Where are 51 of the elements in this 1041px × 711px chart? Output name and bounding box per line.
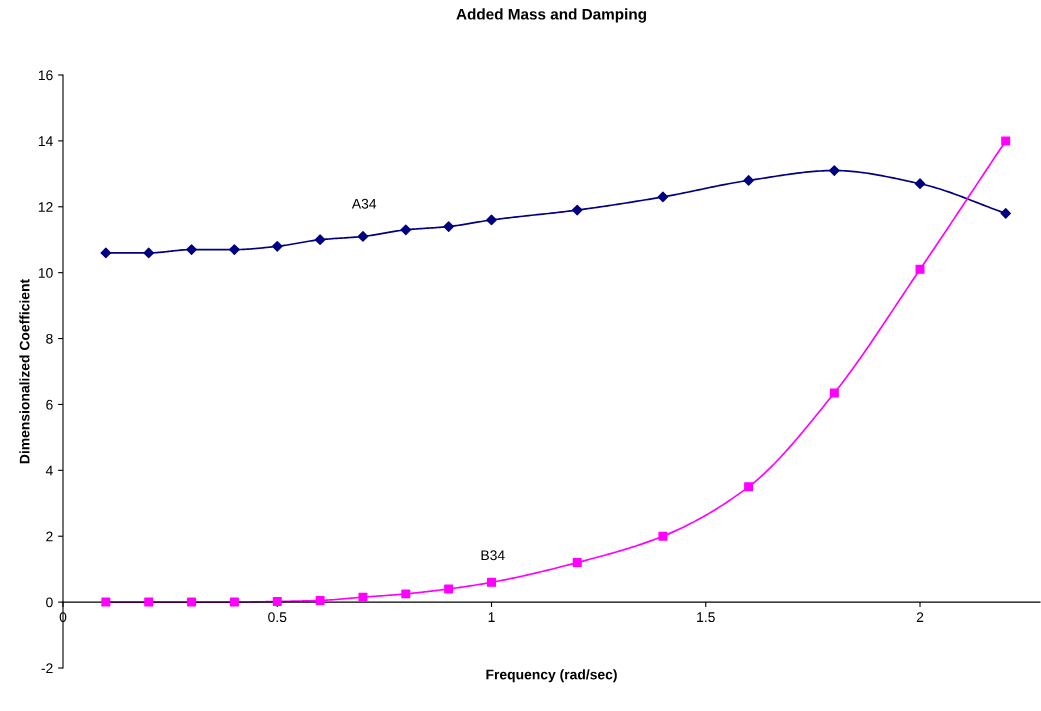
point — [443, 221, 454, 232]
point — [1000, 208, 1012, 219]
point — [444, 584, 454, 594]
point — [571, 204, 583, 216]
point — [143, 247, 155, 259]
point — [744, 482, 754, 492]
y-tick-label: 12 — [38, 202, 53, 212]
point — [658, 531, 668, 541]
y-tick-label: 4 — [45, 465, 53, 476]
y-tick-label: 6 — [46, 399, 53, 410]
x-tick-label: 0.5 — [268, 612, 287, 623]
point — [272, 596, 282, 606]
point — [357, 231, 369, 242]
point — [1001, 136, 1011, 146]
point — [144, 597, 154, 607]
y-axis-title: Dimensionalized Coefficient — [19, 279, 30, 464]
point — [486, 214, 497, 226]
point — [657, 191, 669, 203]
point — [315, 595, 325, 605]
point — [401, 589, 411, 599]
point — [400, 224, 412, 236]
x-tick-label: 1 — [488, 612, 495, 622]
point — [915, 264, 925, 274]
point — [743, 175, 754, 186]
y-tick-label: 8 — [46, 333, 53, 344]
y-tick-label: 2 — [46, 531, 53, 542]
x-axis-title: Frequency (rad/sec) — [486, 669, 617, 683]
point — [100, 247, 112, 259]
point — [187, 597, 197, 607]
y-tick-label: 16 — [38, 70, 53, 81]
y-tick-label: -2 — [41, 663, 53, 674]
point — [229, 597, 239, 607]
x-tick-label: 1.5 — [697, 612, 715, 623]
point — [314, 234, 326, 246]
y-tick-label: 10 — [38, 268, 53, 278]
y-tick-label: 0 — [46, 597, 53, 608]
point — [572, 558, 582, 568]
point — [229, 244, 240, 255]
point — [829, 165, 840, 176]
point — [914, 178, 926, 190]
point — [186, 244, 197, 255]
point — [358, 592, 368, 602]
point — [271, 241, 283, 252]
point — [829, 388, 839, 398]
series-label: A34 — [351, 198, 377, 209]
point — [101, 597, 111, 607]
chart-title: Added Mass and Damping — [456, 8, 646, 23]
x-tick-label: 2 — [916, 612, 924, 622]
series-label: B34 — [481, 550, 505, 561]
point — [487, 577, 497, 587]
y-tick-label: 14 — [38, 136, 53, 146]
